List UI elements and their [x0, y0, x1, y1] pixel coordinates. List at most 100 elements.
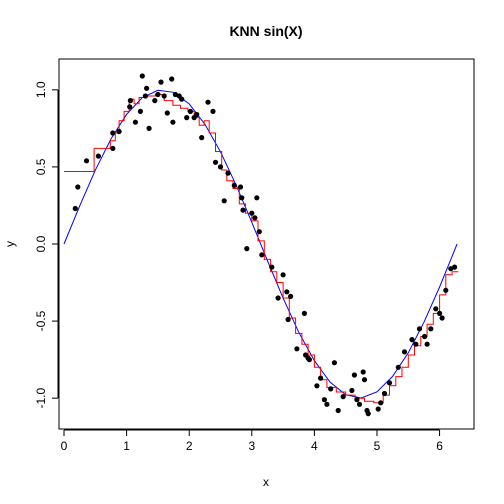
- data-point: [452, 264, 458, 270]
- data-point: [395, 364, 401, 370]
- data-point: [285, 316, 291, 323]
- data-point: [294, 346, 300, 352]
- x-tick-label: 6: [436, 439, 443, 453]
- data-point: [416, 326, 423, 332]
- x-tick-label: 2: [186, 439, 193, 453]
- data-point: [306, 357, 312, 363]
- data-point: [378, 400, 384, 406]
- data-point: [231, 182, 237, 188]
- y-axis: -1.0 -0.5 0.0 0.5 1.0: [34, 81, 59, 409]
- data-point: [132, 119, 138, 125]
- data-point: [116, 128, 122, 135]
- data-point: [137, 108, 143, 114]
- x-tick-label: 3: [248, 439, 255, 453]
- plot-frame: [58, 58, 475, 430]
- x-tick-label: 5: [374, 439, 381, 453]
- data-point: [142, 93, 148, 99]
- data-point: [184, 115, 190, 121]
- data-point: [324, 401, 330, 407]
- data-point: [328, 386, 334, 392]
- data-point: [288, 293, 294, 299]
- data-point: [240, 207, 246, 213]
- data-point: [158, 79, 164, 85]
- data-point: [212, 159, 219, 165]
- data-point: [237, 184, 244, 190]
- data-point: [179, 96, 185, 102]
- data-point: [280, 272, 286, 278]
- data-point: [381, 390, 388, 397]
- data-point: [210, 108, 216, 114]
- data-point: [424, 341, 430, 347]
- y-tick-label: 1.0: [34, 81, 48, 98]
- data-point: [110, 130, 116, 136]
- data-point: [318, 375, 324, 381]
- data-point: [413, 341, 419, 347]
- data-point: [301, 310, 307, 316]
- data-point: [139, 73, 145, 79]
- data-point: [146, 125, 152, 131]
- data-point: [275, 295, 281, 301]
- data-point: [409, 337, 415, 343]
- data-point: [217, 164, 224, 170]
- data-point: [375, 406, 381, 412]
- data-point: [249, 210, 255, 216]
- data-point: [437, 310, 443, 316]
- data-point: [239, 195, 245, 201]
- data-point: [433, 306, 439, 312]
- data-point: [351, 372, 357, 378]
- data-point: [422, 333, 428, 340]
- data-point: [361, 377, 368, 383]
- x-axis-label: x: [263, 475, 269, 489]
- data-point: [127, 98, 133, 104]
- y-tick-label: -0.5: [34, 310, 48, 331]
- chart-title: KNN sin(X): [229, 23, 302, 39]
- plot-area: [63, 73, 459, 417]
- data-point: [365, 411, 371, 417]
- data-point: [314, 383, 320, 389]
- data-point: [360, 369, 366, 375]
- data-point: [428, 326, 434, 332]
- data-point: [439, 315, 445, 321]
- data-point: [95, 153, 101, 159]
- data-point: [110, 145, 116, 151]
- y-tick-label: -1.0: [34, 388, 48, 409]
- data-point: [225, 170, 231, 176]
- data-point: [164, 110, 170, 116]
- data-point: [83, 158, 90, 164]
- data-point: [221, 198, 227, 204]
- data-point: [169, 76, 175, 82]
- data-point: [127, 104, 133, 110]
- data-point: [354, 397, 360, 403]
- data-point: [269, 264, 275, 270]
- data-point: [443, 287, 449, 293]
- data-point: [401, 349, 408, 355]
- data-point: [254, 195, 260, 201]
- data-point: [335, 407, 341, 414]
- data-point: [356, 401, 363, 407]
- data-point: [170, 119, 176, 125]
- x-tick-label: 1: [123, 439, 130, 453]
- data-point: [199, 135, 205, 141]
- data-point: [72, 205, 78, 212]
- data-point: [75, 184, 81, 190]
- data-point: [205, 99, 211, 105]
- data-point: [244, 246, 250, 252]
- data-point: [187, 108, 193, 114]
- data-point: [284, 289, 290, 295]
- points-layer: [72, 73, 458, 417]
- data-point: [321, 397, 327, 403]
- data-point: [386, 380, 393, 386]
- data-point: [256, 229, 262, 235]
- data-point: [252, 215, 258, 221]
- y-tick-label: 0.0: [34, 235, 48, 252]
- data-point: [152, 98, 158, 104]
- data-point: [155, 91, 161, 98]
- x-tick-label: 0: [61, 439, 68, 453]
- data-point: [331, 360, 337, 366]
- data-point: [259, 252, 265, 258]
- data-point: [194, 111, 200, 118]
- y-axis-label: y: [3, 241, 17, 247]
- data-point: [349, 387, 355, 394]
